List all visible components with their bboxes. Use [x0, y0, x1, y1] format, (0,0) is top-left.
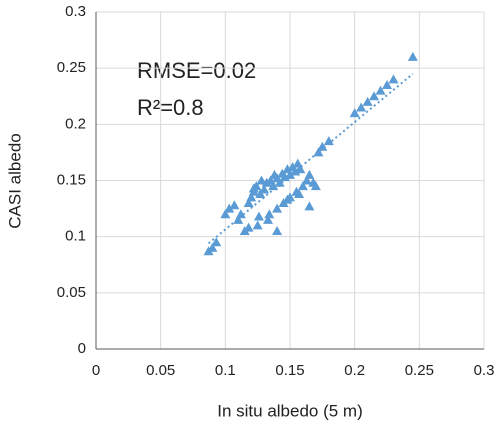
point: [369, 91, 380, 101]
annotation: RMSE=0.02: [137, 58, 256, 83]
point: [243, 222, 254, 232]
point: [294, 188, 305, 198]
point: [295, 164, 306, 174]
point: [246, 192, 257, 202]
y-tick-label: 0.25: [57, 59, 86, 76]
point: [252, 220, 263, 230]
x-tick-label: 0: [92, 362, 100, 379]
y-tick-label: 0: [78, 340, 86, 357]
y-tick-label: 0.3: [65, 3, 86, 20]
x-tick-label: 0.1: [215, 362, 236, 379]
x-tick-label: 0.3: [474, 362, 495, 379]
point: [382, 80, 392, 90]
point: [207, 242, 218, 252]
x-tick-label: 0.2: [344, 362, 365, 379]
point: [362, 96, 373, 106]
y-tick-label: 0.15: [57, 171, 86, 188]
annotation: R²=0.8: [137, 95, 204, 120]
point: [211, 237, 222, 247]
point: [282, 194, 293, 204]
point: [268, 181, 279, 191]
x-tick-label: 0.25: [405, 362, 434, 379]
point: [229, 200, 240, 210]
point: [313, 147, 324, 157]
point: [248, 183, 259, 193]
point: [304, 169, 315, 179]
point: [297, 181, 308, 191]
y-tick-label: 0.1: [65, 228, 86, 245]
point: [304, 201, 315, 211]
point: [235, 209, 246, 219]
point: [388, 74, 399, 84]
trendline: [207, 73, 414, 245]
x-tick-label: 0.15: [275, 362, 304, 379]
point: [317, 141, 328, 151]
point: [243, 197, 254, 207]
x-axis-title: In situ albedo (5 m): [217, 401, 363, 420]
point: [310, 181, 321, 191]
y-axis-title: CASI albedo: [5, 133, 24, 228]
point: [285, 169, 295, 179]
point: [323, 136, 334, 146]
point: [272, 226, 283, 236]
point: [375, 85, 386, 95]
y-tick-label: 0.05: [57, 284, 86, 301]
y-tick-label: 0.2: [65, 115, 86, 132]
point: [220, 209, 231, 219]
point: [272, 203, 283, 213]
x-tick-label: 0.05: [146, 362, 175, 379]
point: [233, 214, 244, 224]
point: [256, 175, 267, 185]
point: [356, 102, 367, 112]
point: [301, 175, 312, 185]
point: [259, 184, 270, 194]
point: [253, 211, 264, 221]
point: [263, 214, 274, 224]
point: [349, 108, 360, 118]
point: [407, 51, 418, 61]
point: [224, 203, 235, 213]
point: [274, 177, 285, 187]
point: [264, 209, 275, 219]
